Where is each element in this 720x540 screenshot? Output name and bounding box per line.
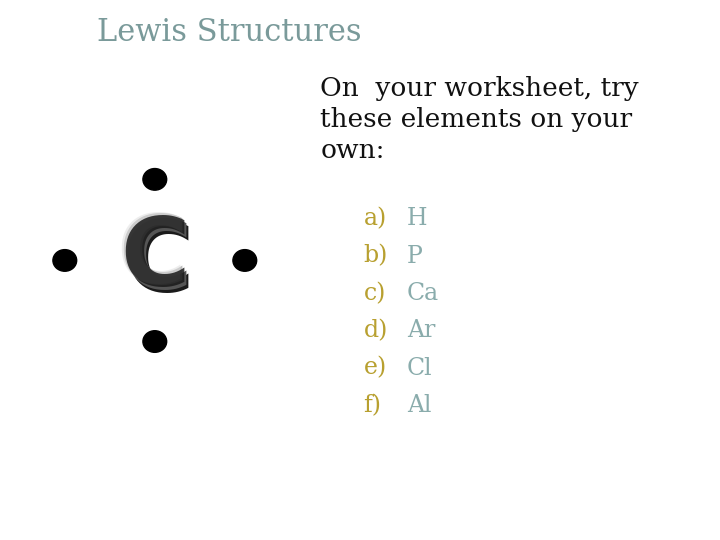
Text: f): f) [364, 394, 382, 417]
Text: c): c) [364, 282, 386, 305]
Text: C: C [120, 214, 189, 306]
Ellipse shape [233, 249, 257, 271]
Text: C: C [125, 220, 194, 312]
Text: C: C [118, 212, 187, 304]
Text: C: C [117, 211, 186, 302]
Text: Al: Al [407, 394, 431, 417]
Text: e): e) [364, 356, 387, 380]
Text: On  your worksheet, try
these elements on your
own:: On your worksheet, try these elements on… [320, 76, 639, 163]
Ellipse shape [53, 249, 76, 271]
Text: Cl: Cl [407, 356, 433, 380]
Ellipse shape [143, 168, 167, 190]
Text: Ar: Ar [407, 319, 435, 342]
Text: d): d) [364, 319, 388, 342]
Text: a): a) [364, 207, 387, 230]
Text: b): b) [364, 245, 388, 267]
Text: Lewis Structures: Lewis Structures [97, 17, 362, 48]
Ellipse shape [143, 330, 167, 352]
Text: P: P [407, 245, 423, 267]
Text: Ca: Ca [407, 282, 439, 305]
Text: H: H [407, 207, 427, 230]
Text: C: C [122, 218, 192, 309]
